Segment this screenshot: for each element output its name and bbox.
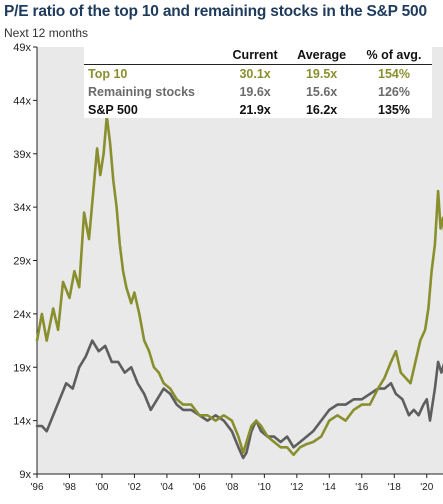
y-tick-label: 29x xyxy=(13,256,31,268)
row-current: 19.6x xyxy=(239,85,271,99)
chart-title: P/E ratio of the top 10 and remaining st… xyxy=(4,3,427,20)
x-tick-label: '00 xyxy=(95,482,108,493)
y-tick-label: 19x xyxy=(13,362,31,374)
x-tick-label: '16 xyxy=(355,482,368,493)
x-tick-label: '06 xyxy=(193,482,206,493)
header-pct-avg: % of avg. xyxy=(355,45,432,65)
row-label: Top 10 xyxy=(88,67,128,81)
x-tick-label: '08 xyxy=(225,482,238,493)
row-current: 21.9x xyxy=(239,103,271,117)
series-line-remaining xyxy=(35,339,443,460)
row-pct: 154% xyxy=(378,67,410,81)
table-row-remaining: Remaining stocks 19.6x 15.6x 126% xyxy=(84,83,432,101)
y-tick-label: 39x xyxy=(13,149,31,161)
chart-subtitle: Next 12 months xyxy=(4,26,89,40)
header-average: Average xyxy=(287,45,356,65)
y-tick-label: 9x xyxy=(19,469,31,481)
y-tick-label: 24x xyxy=(13,309,31,321)
x-tick-label: '14 xyxy=(323,482,336,493)
y-tick-label: 49x xyxy=(13,42,31,54)
row-label: Remaining stocks xyxy=(88,85,195,99)
x-tick-label: '02 xyxy=(128,482,141,493)
x-tick-label: '18 xyxy=(388,482,401,493)
row-average: 15.6x xyxy=(305,85,338,99)
table-row-sp500: S&P 500 21.9x 16.2x 135% xyxy=(84,101,432,119)
x-tick-label: '04 xyxy=(160,482,173,493)
header-current: Current xyxy=(222,45,288,65)
y-tick-label: 34x xyxy=(13,202,31,214)
x-tick-label: '20 xyxy=(420,482,433,493)
table-row-top10: Top 10 30.1x 19.5x 154% xyxy=(84,65,432,84)
row-label: S&P 500 xyxy=(88,103,138,117)
series-line-top10 xyxy=(35,115,443,457)
row-pct: 126% xyxy=(378,85,410,99)
row-average: 19.5x xyxy=(305,67,338,81)
x-tick-label: '98 xyxy=(63,482,76,493)
x-tick-label: '96 xyxy=(30,482,43,493)
summary-table: Current Average % of avg. Top 10 30.1x 1… xyxy=(84,45,432,118)
plot-area xyxy=(37,47,443,474)
y-tick-label: 14x xyxy=(13,416,31,428)
y-tick-label: 44x xyxy=(13,95,31,107)
row-average: 16.2x xyxy=(305,103,338,117)
header-label xyxy=(84,45,223,65)
row-current: 30.1x xyxy=(239,67,271,81)
x-tick-label: '10 xyxy=(258,482,271,493)
row-pct: 135% xyxy=(378,103,410,117)
x-tick-label: '12 xyxy=(290,482,303,493)
